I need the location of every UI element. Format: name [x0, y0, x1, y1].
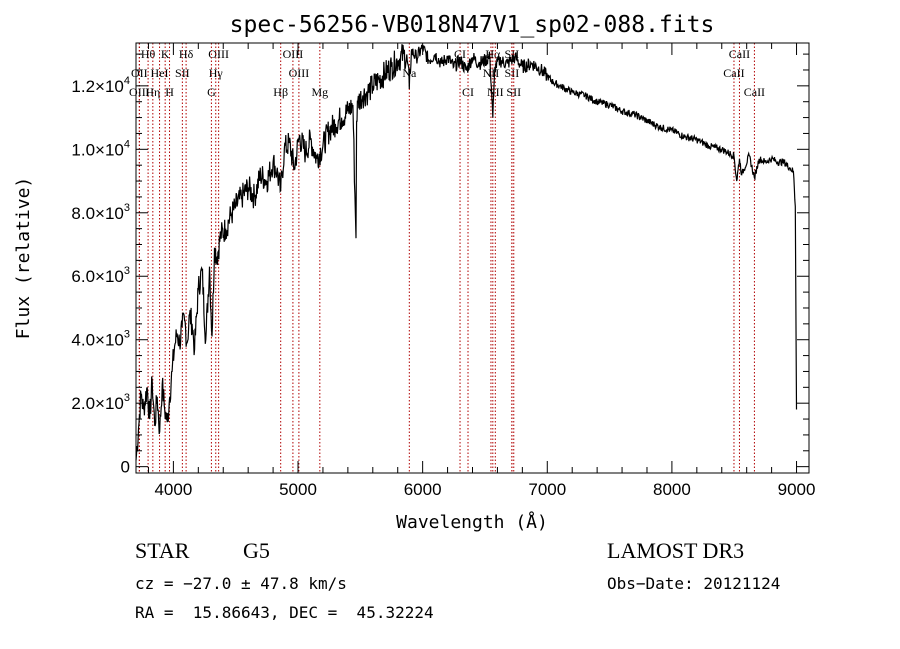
y-tick-exponent: 3 [124, 329, 130, 341]
spectral-line-label: OIII [208, 47, 229, 61]
spectral-line-label: Hγ [209, 66, 224, 80]
y-tick-mantissa: 2.0×10 [71, 394, 123, 413]
y-tick-exponent: 4 [124, 138, 130, 150]
x-tick-label: 5000 [279, 480, 317, 499]
y-tick-label: 0 [121, 458, 130, 477]
x-tick-label: 6000 [404, 480, 442, 499]
y-tick-mantissa: 8.0×10 [71, 204, 123, 223]
survey-name: LAMOST DR3 [607, 538, 745, 563]
spectral-line-label: Hθ [141, 47, 156, 61]
spectral-line-label: OIII [129, 85, 150, 99]
x-axis-label: Wavelength (Å) [396, 511, 548, 533]
spectral-line-label: OIII [283, 47, 304, 61]
spectral-line-label: Hβ [273, 85, 288, 99]
y-tick-exponent: 3 [124, 265, 130, 277]
x-tick-label: 7000 [528, 480, 566, 499]
y-tick-label: 8.0×103 [71, 202, 130, 223]
plot-frame [135, 42, 810, 474]
y-tick-mantissa: 6.0×10 [71, 267, 123, 286]
spectral-line-label: CaII [729, 47, 750, 61]
spectral-line-label: SII [506, 85, 521, 99]
y-tick-label: 4.0×103 [71, 329, 130, 350]
x-tick-label: 8000 [653, 480, 691, 499]
y-tick-mantissa: 1.2×10 [71, 77, 123, 96]
coordinates: RA = 15.86643, DEC = 45.32224 [135, 603, 434, 622]
y-tick-mantissa: 0 [121, 458, 130, 477]
spectral-line-label: OIII [289, 66, 310, 80]
spectral-line-label: CaII [744, 85, 765, 99]
spectral-line-label: SII [175, 66, 190, 80]
spectrum-line [135, 44, 798, 461]
obs-date: Obs−Date: 20121124 [607, 574, 781, 593]
spectrum-chart: spec-56256-VB018N47V1_sp02-088.fits Hθ OI… [13, 12, 816, 533]
object-class: STAR [135, 538, 190, 563]
x-axis: 4000 5000 6000 7000 8000 9000 [147, 43, 816, 499]
spectral-line-label: NII [487, 85, 504, 99]
redshift-text: cz = −27.0 ± 47.8 km/s [135, 574, 347, 593]
spectral-line-label: HeI [151, 66, 169, 80]
spectral-line-label: G [207, 85, 216, 99]
spectral-line-label: SII [505, 66, 520, 80]
y-axis-label: Flux (relative) [13, 177, 34, 340]
y-tick-label: 1.2×104 [71, 75, 130, 96]
x-tick-label: 9000 [778, 480, 816, 499]
chart-title: spec-56256-VB018N47V1_sp02-088.fits [230, 12, 715, 38]
object-subclass: G5 [243, 538, 270, 563]
spectral-line-label: H [165, 85, 174, 99]
y-tick-label: 6.0×103 [71, 265, 130, 286]
spectral-line-label: Hη [145, 85, 160, 99]
y-tick-exponent: 4 [124, 75, 130, 87]
spectral-line-label: CI [462, 85, 474, 99]
spectral-line-label: CaII [723, 66, 744, 80]
y-tick-exponent: 3 [124, 202, 130, 214]
spectral-line-label: Hδ [179, 47, 194, 61]
y-tick-exponent: 3 [124, 392, 130, 404]
y-tick-mantissa: 4.0×10 [71, 331, 123, 350]
spectral-line-label: K [161, 47, 170, 61]
y-tick-mantissa: 1.0×10 [71, 140, 123, 159]
y-tick-label: 1.0×104 [71, 138, 130, 159]
spectral-line-label: Mg [311, 85, 328, 99]
spectral-line-label: OII [131, 66, 148, 80]
x-tick-label: 4000 [154, 480, 192, 499]
y-tick-label: 2.0×103 [71, 392, 130, 413]
y-axis: 02.0×1034.0×1036.0×1038.0×1031.0×1041.2×… [71, 53, 809, 477]
